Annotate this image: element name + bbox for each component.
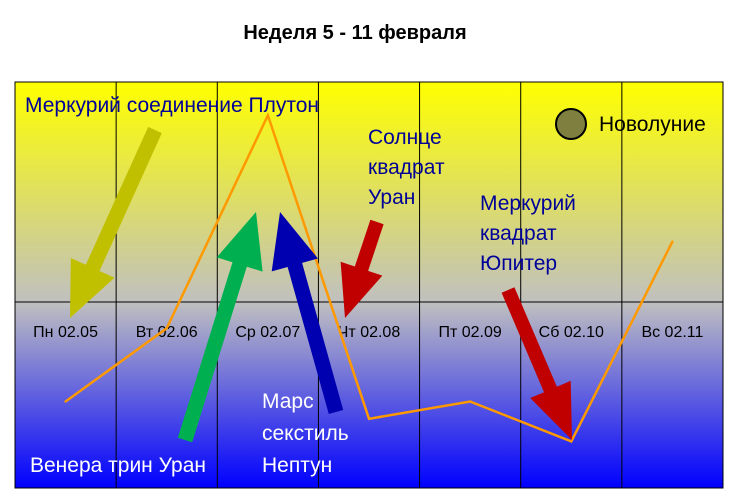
annotation-new-moon: Новолуние <box>599 113 706 136</box>
annotation-mars-neptune-line-3: Нептун <box>262 454 332 477</box>
plot-frame <box>14 81 724 489</box>
tick-label: Вт 02.06 <box>136 324 198 341</box>
data-point <box>64 400 67 403</box>
chart-title: Неделя 5 - 11 февраля <box>243 22 467 44</box>
annotation-mercury-pluto: Меркурий соединение Плутон <box>25 94 319 117</box>
annotation-mars-neptune: Марс секстиль Нептун <box>262 390 355 477</box>
annotation-mercury-jupiter: Меркурий квадрат Юпитер <box>480 192 582 275</box>
annotation-sun-uranus-line-3: Уран <box>368 186 415 209</box>
tick-label: Сб 02.10 <box>539 324 604 341</box>
data-point <box>367 417 371 420</box>
new-moon-icon <box>555 108 587 140</box>
data-point <box>468 400 472 403</box>
plot-background-bottom <box>15 302 723 488</box>
annotation-mercury-jupiter-line-1: Меркурий <box>480 192 576 215</box>
annotation-sun-uranus-line-2: квадрат <box>368 156 445 179</box>
tick-label: Вс 02.11 <box>641 324 703 341</box>
event-arrow-3 <box>271 212 344 414</box>
event-arrow-5 <box>501 287 572 440</box>
tick-label: Чт 02.08 <box>338 324 401 341</box>
annotation-mercury-jupiter-line-2: квадрат <box>480 222 557 245</box>
data-point <box>570 440 573 443</box>
annotation-sun-uranus-line-1: Солнце <box>368 126 442 149</box>
tick-label: Пт 02.09 <box>438 324 501 341</box>
annotation-venus-uranus: Венера трин Уран <box>30 454 206 477</box>
event-arrow-2 <box>177 212 263 443</box>
event-arrow-4 <box>340 219 384 318</box>
event-arrow-1 <box>70 126 162 319</box>
data-point <box>165 327 168 330</box>
data-point <box>671 240 674 243</box>
annotation-mercury-jupiter-line-3: Юпитер <box>480 252 557 275</box>
annotation-sun-uranus: Солнце квадрат Уран <box>368 126 450 209</box>
annotation-mars-neptune-line-1: Марс <box>262 390 314 413</box>
data-point <box>266 114 270 117</box>
tick-label: Пн 02.05 <box>33 324 98 341</box>
annotation-mars-neptune-line-2: секстиль <box>262 422 349 445</box>
tick-label: Ср 02.07 <box>235 324 300 341</box>
